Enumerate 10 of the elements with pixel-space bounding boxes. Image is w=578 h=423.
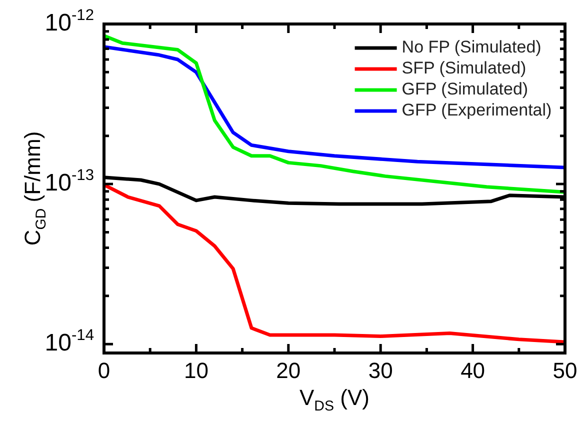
legend-label: SFP (Simulated) <box>402 58 526 78</box>
x-tick-label: 40 <box>460 358 486 384</box>
x-tick-label: 20 <box>276 358 301 384</box>
x-tick-label: 0 <box>98 358 110 384</box>
x-tick-label: 10 <box>184 358 208 384</box>
x-tick-label: 30 <box>368 358 393 384</box>
x-tick-label: 50 <box>552 358 578 384</box>
legend-label: No FP (Simulated) <box>402 38 542 57</box>
legend-label: GFP (Simulated) <box>402 80 528 99</box>
legend-label: GFP (Experimental) <box>402 100 552 120</box>
